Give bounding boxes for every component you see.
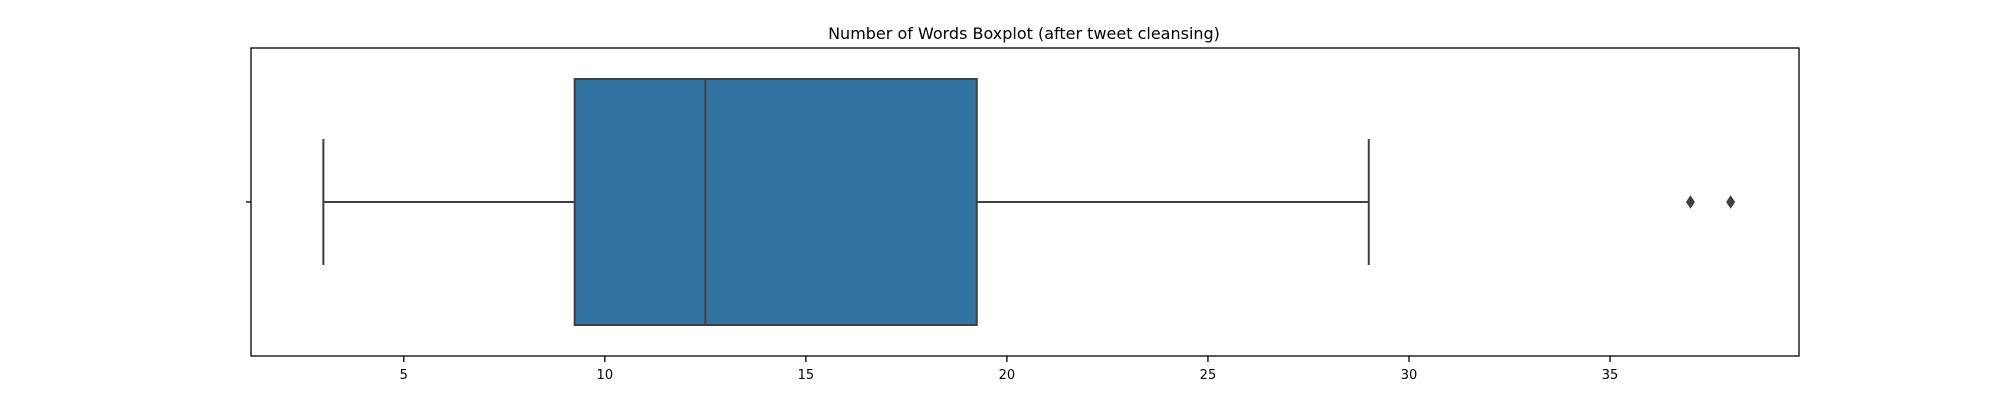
- x-tick-label: 15: [798, 368, 815, 383]
- outlier-point: [1726, 195, 1736, 209]
- x-tick-label: 35: [1602, 368, 1619, 383]
- chart-title: Number of Words Boxplot (after tweet cle…: [828, 24, 1220, 43]
- x-tick-label: 30: [1401, 368, 1418, 383]
- x-tick-label: 5: [400, 368, 408, 383]
- x-tick-label: 25: [1200, 368, 1217, 383]
- x-tick-label: 10: [597, 368, 614, 383]
- iqr-box: [573, 78, 978, 326]
- outlier-point: [1685, 195, 1695, 209]
- plot-area: 5 10 15 20 25 30 35: [246, 47, 1800, 383]
- x-tick-label: 20: [999, 368, 1016, 383]
